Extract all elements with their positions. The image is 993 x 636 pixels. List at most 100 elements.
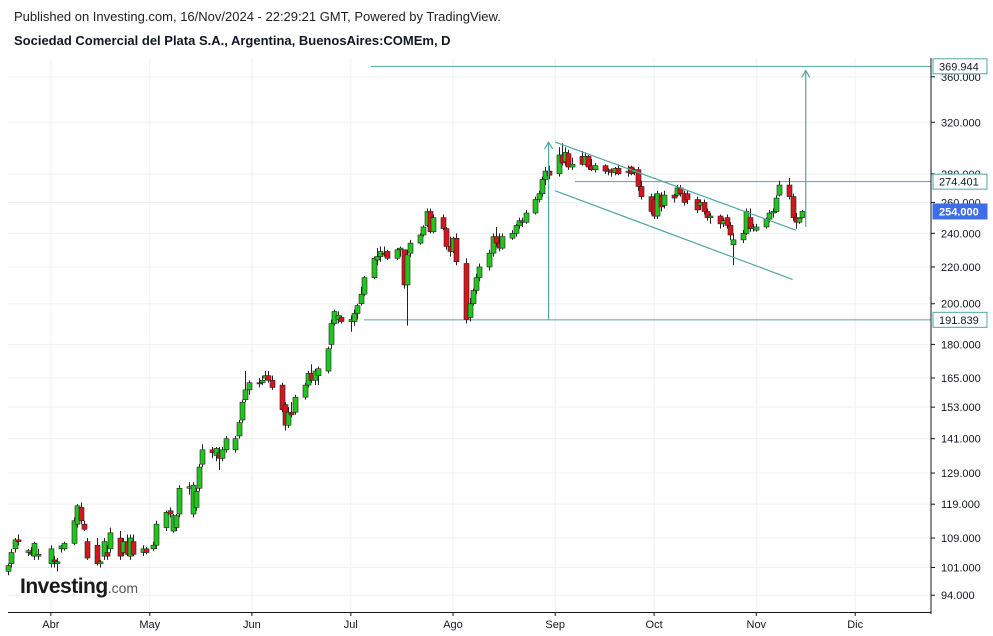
y-tick-label: 153.000	[941, 402, 981, 414]
candle	[796, 217, 803, 224]
candle-body	[81, 523, 88, 530]
price-tag-label: 191.839	[939, 315, 979, 327]
candles	[5, 143, 806, 576]
candle-body	[476, 266, 483, 278]
candle-body	[361, 277, 368, 295]
x-tick-label: Jul	[344, 619, 358, 631]
candle-body	[5, 565, 12, 572]
candle-body	[635, 169, 642, 187]
arrow-head	[544, 140, 554, 150]
candle-body	[671, 194, 678, 199]
candle	[130, 534, 137, 557]
candle	[269, 375, 276, 390]
candle	[361, 275, 368, 297]
y-tick-label: 220.000	[941, 262, 981, 274]
candle-body	[242, 389, 249, 400]
candle-body	[246, 382, 253, 391]
candle-body	[407, 242, 414, 254]
candle-body	[707, 215, 714, 218]
candle	[153, 520, 160, 549]
candle-body	[493, 236, 500, 244]
candle-body	[440, 217, 447, 229]
candle-body	[470, 290, 477, 305]
candle	[440, 214, 447, 231]
candle-body	[150, 544, 157, 550]
candle-body	[292, 396, 299, 413]
price-tag-label: 369.944	[939, 61, 979, 73]
drawings	[544, 69, 811, 320]
candle	[325, 346, 332, 374]
candle-body	[54, 561, 61, 564]
candle-body	[539, 179, 546, 194]
y-tick-label: 141.000	[941, 434, 981, 446]
candle-body	[15, 539, 22, 542]
candle	[671, 193, 678, 203]
y-tick-label: 119.000	[941, 499, 980, 511]
candle	[54, 558, 61, 572]
candle	[302, 382, 309, 400]
candle	[602, 164, 609, 174]
price-tag-box	[932, 173, 988, 190]
candle-body	[430, 217, 437, 233]
price-tags: 369.944 274.401 254.000 191.839	[932, 58, 988, 328]
candle	[790, 193, 797, 221]
candle-body	[371, 257, 378, 278]
candle	[476, 263, 483, 282]
candle	[246, 380, 253, 395]
x-tick-label: May	[139, 619, 160, 631]
candle	[354, 303, 361, 320]
candle	[546, 165, 553, 180]
candle	[707, 212, 714, 224]
candle	[97, 559, 104, 568]
candle	[259, 375, 266, 386]
candle-body	[486, 252, 493, 268]
candle-body	[358, 293, 365, 305]
candle-body	[351, 313, 358, 322]
candle	[84, 538, 91, 560]
candle-body	[499, 236, 506, 249]
candle-body	[279, 384, 286, 410]
candle-body	[397, 247, 404, 251]
candle	[236, 419, 243, 439]
candle	[31, 541, 38, 560]
candle	[104, 545, 111, 560]
x-tick-label: Abr	[42, 619, 59, 631]
candle-body	[153, 523, 160, 546]
candle	[727, 222, 734, 240]
price-tag-label: 274.401	[939, 177, 979, 189]
candle	[730, 233, 737, 266]
candle-body	[740, 233, 747, 241]
candle	[799, 209, 806, 219]
candle	[61, 541, 68, 551]
candle-body	[513, 225, 520, 234]
candle-body	[638, 186, 645, 197]
candle-body	[799, 211, 806, 218]
candle-body	[265, 375, 272, 381]
investing-logo: Investing.com	[20, 575, 138, 599]
candle-body	[394, 249, 401, 259]
candle-body	[404, 254, 411, 286]
candle	[592, 162, 599, 173]
candle	[430, 214, 437, 234]
price-tag: 191.839	[932, 311, 988, 328]
candle	[499, 233, 506, 250]
candle-body	[269, 380, 276, 388]
candle	[753, 223, 760, 232]
candle-body	[173, 515, 180, 528]
candle	[315, 366, 322, 386]
candle	[776, 180, 783, 197]
candle-body	[84, 541, 91, 559]
candle-body	[354, 305, 361, 314]
candle	[232, 435, 239, 453]
candle-body	[453, 237, 460, 263]
candle-body	[796, 218, 803, 223]
candle-body	[223, 438, 230, 451]
horizontal-lines	[364, 65, 931, 321]
candle-body	[592, 165, 599, 171]
candle	[35, 548, 42, 560]
price-tag: 274.401	[932, 173, 988, 190]
candle	[786, 178, 793, 200]
candle	[684, 190, 691, 204]
arrow	[801, 69, 811, 227]
